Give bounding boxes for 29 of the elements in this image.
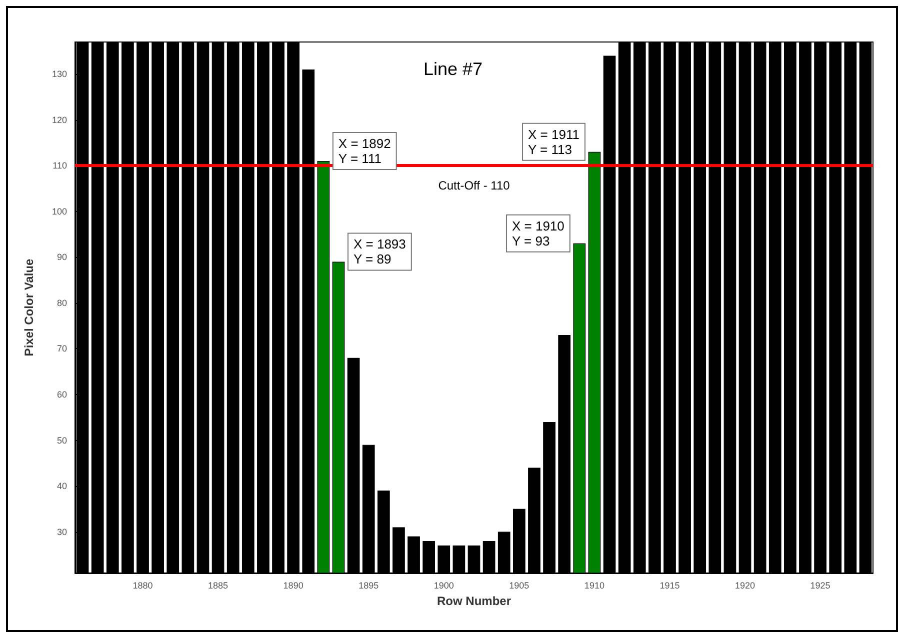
y-tick-label: 60 xyxy=(56,389,67,400)
text: Line #7 xyxy=(423,59,483,79)
x-tick-label: 1925 xyxy=(810,580,830,590)
y-tick-label: 80 xyxy=(56,298,67,308)
x-tick-label: 1915 xyxy=(660,580,680,590)
y-tick-label: 100 xyxy=(52,206,67,216)
x-tick-label: 1920 xyxy=(735,580,756,590)
y-tick-label: 130 xyxy=(52,69,67,80)
annotation: X = 1910 Y = 93 xyxy=(512,218,564,248)
x-tick-label: 1880 xyxy=(132,580,153,590)
x-tick-label: 1910 xyxy=(584,580,604,590)
annotation: X = 1911 Y = 113 xyxy=(528,126,580,157)
annotation: X = 1892 Y = 111 xyxy=(338,136,391,166)
x-tick-label: 1890 xyxy=(283,580,304,590)
x-tick-label: 1885 xyxy=(208,580,228,590)
x-tick-label: 1900 xyxy=(434,580,454,590)
x-tick-label: 1905 xyxy=(509,580,530,590)
annotation: X = 1893 Y = 89 xyxy=(353,236,406,267)
y-tick-label: 120 xyxy=(52,114,67,125)
y-tick-label: 90 xyxy=(56,252,67,262)
y-tick-label: 50 xyxy=(56,435,67,446)
y-tick-label: 30 xyxy=(56,526,67,537)
y-tick-label: 40 xyxy=(56,481,67,492)
ref-line-label: Cutt-Off - 110 xyxy=(438,178,510,193)
y-axis-title: Pixel Color Value xyxy=(22,258,36,356)
y-tick-label: 70 xyxy=(56,344,67,354)
y-tick-label: 110 xyxy=(52,160,67,171)
x-axis-title: Row Number xyxy=(436,594,512,608)
x-tick-label: 1895 xyxy=(358,580,379,590)
